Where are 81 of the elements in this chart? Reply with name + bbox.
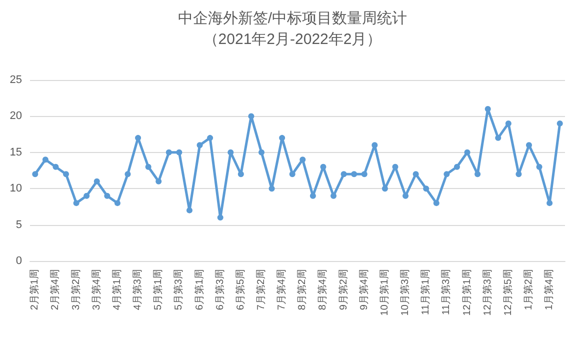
point xyxy=(320,164,326,170)
x-tick-label: 4月第3周 xyxy=(132,269,144,310)
point xyxy=(474,171,481,178)
x-tick-label: 1月第4周 xyxy=(543,269,556,310)
point xyxy=(114,200,120,206)
x-tick-label: 2月第1周 xyxy=(28,269,41,310)
x-tick-label: 3月第4周 xyxy=(90,269,102,310)
x-tick-label: 11月第3周 xyxy=(440,269,452,315)
point xyxy=(42,156,48,163)
point xyxy=(546,200,553,206)
point xyxy=(73,200,80,206)
y-tick-label: 25 xyxy=(10,74,22,86)
point xyxy=(505,120,512,126)
point xyxy=(464,149,470,156)
point xyxy=(361,171,368,178)
point xyxy=(135,134,142,141)
point xyxy=(104,192,110,199)
point xyxy=(382,186,388,192)
point xyxy=(433,200,440,206)
point xyxy=(186,207,192,214)
point xyxy=(258,149,264,156)
point xyxy=(516,171,522,178)
x-tick-label: 11月第1周 xyxy=(420,269,432,315)
point xyxy=(228,149,234,156)
y-tick-label: 10 xyxy=(10,182,22,195)
y-tick-label: 15 xyxy=(10,146,22,158)
point xyxy=(268,186,275,192)
x-tick-label: 12月第5周 xyxy=(502,269,514,316)
point xyxy=(423,186,430,192)
x-tick-label: 4月第1周 xyxy=(110,269,123,310)
y-tick-label: 20 xyxy=(10,110,22,122)
x-tick-label: 7月第4周 xyxy=(276,269,288,310)
x-tick-label: 5月第1周 xyxy=(152,269,164,310)
point xyxy=(289,171,296,178)
point xyxy=(207,134,214,141)
point xyxy=(454,164,460,170)
point xyxy=(340,171,347,178)
point xyxy=(248,113,254,120)
point xyxy=(444,171,450,178)
point xyxy=(217,214,224,221)
point xyxy=(536,164,542,170)
point xyxy=(495,134,502,141)
point xyxy=(484,106,491,112)
point xyxy=(176,149,182,156)
point xyxy=(156,178,162,184)
point xyxy=(412,171,419,178)
point xyxy=(145,164,152,170)
x-tick-label: 3月第2周 xyxy=(70,269,82,310)
point xyxy=(32,171,38,178)
point xyxy=(84,192,90,199)
point xyxy=(196,142,203,148)
point xyxy=(124,171,131,178)
x-tick-label: 6月第3周 xyxy=(214,269,226,310)
y-tick-label: 0 xyxy=(16,255,22,267)
point xyxy=(52,164,59,170)
point xyxy=(279,134,286,141)
chart-subtitle: （2021年2月-2022年2月） xyxy=(203,31,382,48)
x-tick-label: 9月第2周 xyxy=(337,269,350,310)
x-tick-label: 1月第2周 xyxy=(522,269,534,310)
point xyxy=(556,120,563,126)
y-tick-label: 5 xyxy=(16,218,22,231)
point xyxy=(392,164,398,170)
x-tick-label: 6月第1周 xyxy=(193,269,206,310)
x-tick-label: 12月第1周 xyxy=(460,269,473,316)
point xyxy=(166,149,172,156)
x-tick-label: 8月第4周 xyxy=(316,269,329,310)
point xyxy=(300,156,306,163)
point xyxy=(351,171,358,178)
x-tick-label: 6月第5周 xyxy=(234,269,246,310)
x-tick-label: 7月第2周 xyxy=(254,269,267,310)
x-tick-label: 2月第4周 xyxy=(49,269,62,310)
point xyxy=(238,171,244,178)
x-tick-label: 10月第1周 xyxy=(378,269,390,316)
x-tick-label: 12月第3周 xyxy=(481,269,494,316)
x-tick-label: 5月第3周 xyxy=(172,269,185,310)
x-tick-label: 9月第4周 xyxy=(358,269,370,310)
x-tick-label: 8月第2周 xyxy=(296,269,308,310)
point xyxy=(94,178,100,184)
x-tick-label: 10月第3周 xyxy=(399,269,412,316)
chart-title: 中企海外新签/中标项目数量周统计 xyxy=(178,10,408,27)
point xyxy=(63,171,70,178)
